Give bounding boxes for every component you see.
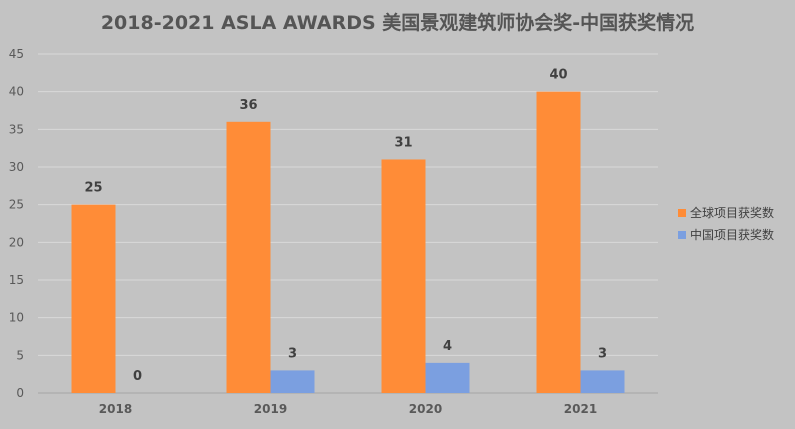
data-label: 3 (598, 346, 607, 361)
data-label: 31 (394, 135, 412, 150)
x-tick-label: 2020 (409, 402, 442, 416)
y-tick-label: 15 (9, 273, 24, 287)
legend-swatch (678, 231, 686, 239)
x-tick-label: 2018 (99, 402, 132, 416)
y-tick-label: 10 (9, 311, 24, 325)
y-axis-ticks: 0 5 10 15 20 25 30 35 40 45 (9, 47, 24, 400)
data-label: 3 (288, 346, 297, 361)
legend-swatch (678, 209, 686, 217)
bar-2019-series-2 (270, 370, 315, 393)
data-label: 4 (443, 339, 452, 354)
bar-2021-series-1 (536, 91, 581, 394)
legend-label: 全球项目获奖数 (690, 205, 774, 220)
y-tick-label: 20 (9, 235, 24, 249)
bar-2021-series-2 (580, 370, 625, 393)
data-label: 36 (239, 98, 257, 113)
bar-2020-series-2 (425, 362, 470, 393)
bar-2018-series-1 (71, 204, 116, 393)
y-tick-label: 25 (9, 198, 24, 212)
y-tick-label: 35 (9, 122, 24, 136)
x-tick-label: 2019 (254, 402, 287, 416)
y-tick-label: 40 (9, 85, 24, 99)
y-tick-label: 45 (9, 47, 24, 61)
x-tick-label: 2021 (564, 402, 597, 416)
data-labels: 25 0 36 3 31 4 40 3 (84, 68, 607, 384)
legend-label: 中国项目获奖数 (690, 227, 774, 242)
x-axis-ticks: 2018 2019 2020 2021 (99, 402, 597, 416)
y-tick-label: 5 (16, 348, 24, 362)
data-label: 0 (133, 369, 142, 384)
bars (71, 91, 625, 394)
chart-title: 2018-2021 ASLA AWARDS 美国景观建筑师协会奖-中国获奖情况 (100, 12, 695, 34)
bar-2019-series-1 (226, 121, 271, 394)
data-label: 25 (84, 181, 102, 196)
data-label: 40 (549, 68, 567, 83)
y-tick-label: 0 (16, 386, 24, 400)
bar-2020-series-1 (381, 159, 426, 393)
y-tick-label: 30 (9, 160, 24, 174)
